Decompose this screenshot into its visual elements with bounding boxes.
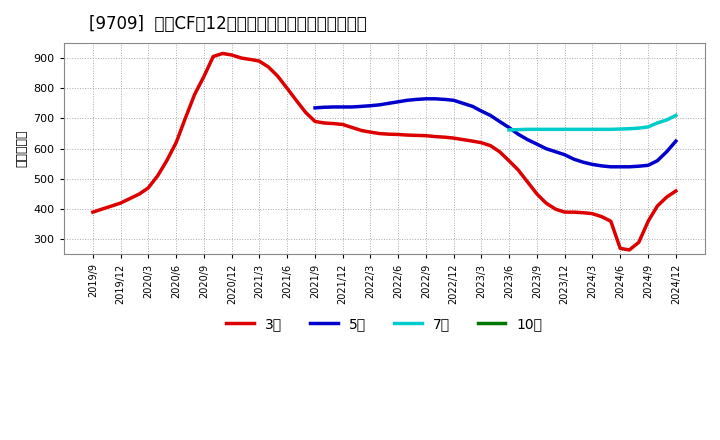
Y-axis label: （百万円）: （百万円） [15, 130, 28, 167]
Line: 5年: 5年 [315, 99, 676, 167]
Line: 3年: 3年 [93, 54, 676, 250]
Line: 7年: 7年 [509, 115, 676, 130]
Legend: 3年, 5年, 7年, 10年: 3年, 5年, 7年, 10年 [220, 311, 548, 336]
Text: [9709]  営業CFの12か月移動合計の標準偏差の推移: [9709] 営業CFの12か月移動合計の標準偏差の推移 [89, 15, 367, 33]
